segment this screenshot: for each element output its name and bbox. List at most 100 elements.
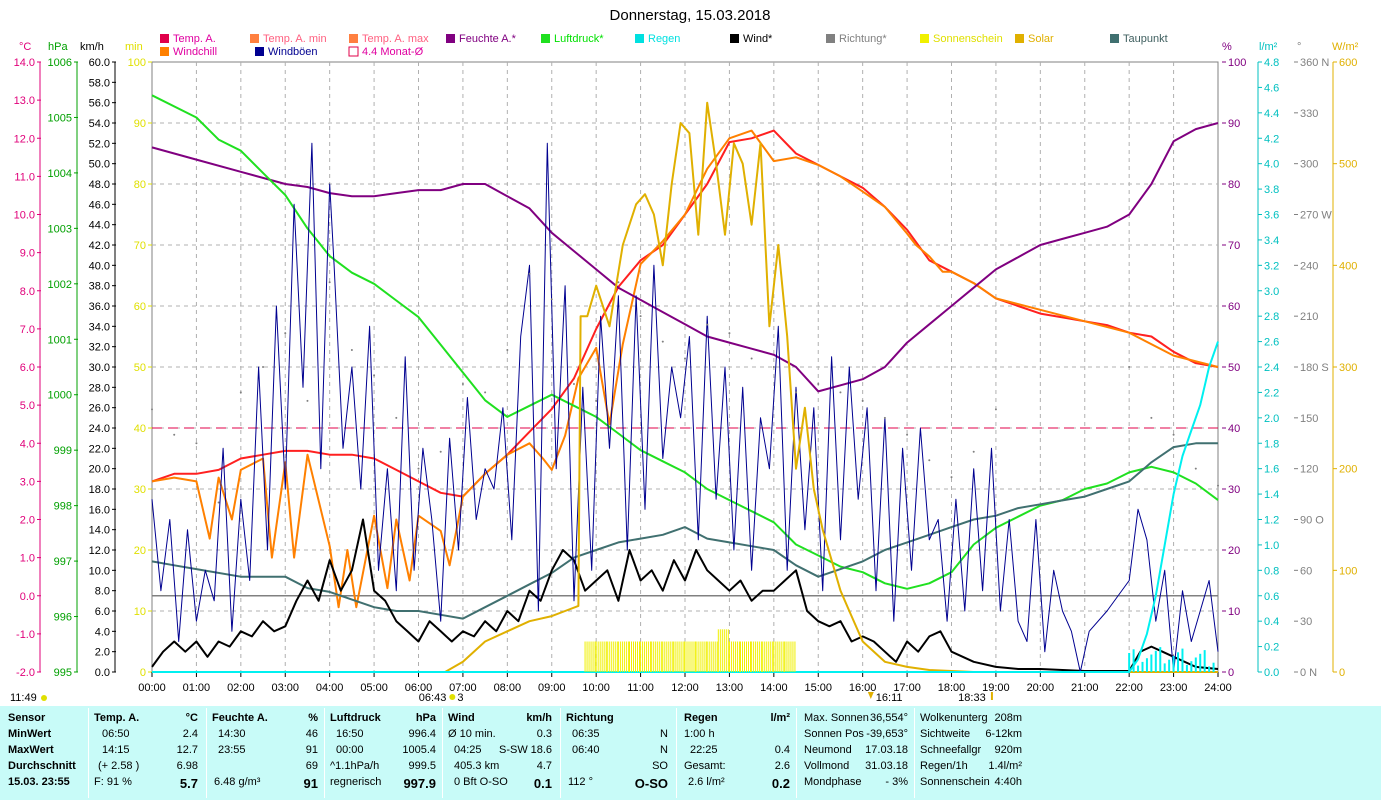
- sunrise-label: 3: [457, 692, 463, 704]
- solar-axis-tick: 400: [1339, 260, 1357, 272]
- x-tick-label: 02:00: [227, 682, 255, 694]
- astro-label-2: Neumond: [804, 744, 852, 756]
- wind-avg10-label: Ø 10 min.: [448, 728, 496, 740]
- rain-axis-tick: 1.6: [1264, 464, 1279, 476]
- direction-axis-tick: 60: [1300, 565, 1312, 577]
- direction-axis-tick: 300: [1300, 159, 1318, 171]
- direction-point: [617, 281, 620, 284]
- wind-axis-tick: 54.0: [89, 118, 110, 130]
- temperature-axis-tick: -2.0: [16, 667, 35, 679]
- sunshine-axis-tick: 70: [134, 240, 146, 252]
- pressure-axis-tick: 1000: [48, 390, 72, 402]
- x-tick-label: 08:00: [494, 682, 522, 694]
- axis-unit: °: [1297, 41, 1301, 53]
- misc-value-4: 4:40h: [994, 776, 1022, 788]
- solar-axis-tick: 500: [1339, 159, 1357, 171]
- legend-swatch: [160, 34, 169, 43]
- x-tick-label: 17:00: [893, 682, 921, 694]
- axis-unit: °C: [19, 41, 31, 53]
- temperature-axis-tick: 12.0: [14, 133, 35, 145]
- right-axes: 10090807060504030201004.84.64.44.24.03.8…: [1222, 57, 1357, 679]
- x-tick-label: 01:00: [183, 682, 211, 694]
- humidity-axis-tick: 80: [1228, 179, 1240, 191]
- pressure-avg-value: 999.5: [408, 760, 436, 772]
- direction-point: [795, 391, 798, 394]
- series-windchill-line: [151, 129, 1219, 609]
- wind-axis-tick: 2.0: [95, 647, 110, 659]
- sensor-header: Sensor: [8, 712, 46, 724]
- wind-axis-tick: 48.0: [89, 179, 110, 191]
- legend-swatch: [1110, 34, 1119, 43]
- direction-point: [883, 416, 886, 419]
- pressure-axis-tick: 1003: [48, 223, 72, 235]
- rain-axis-tick: 3.6: [1264, 210, 1279, 222]
- rain-axis-tick: 4.4: [1264, 108, 1279, 120]
- axis-units: °C hPa km/h min% l/m² ° W/m²: [19, 41, 1359, 53]
- legend-label: Windchill: [173, 46, 217, 58]
- sunshine-axis-tick: 90: [134, 118, 146, 130]
- rain-axis-tick: 4.8: [1264, 57, 1279, 69]
- pressure-axis-tick: 999: [54, 445, 72, 457]
- row-max-label: MaxWert: [8, 744, 54, 756]
- direction-point: [484, 391, 487, 394]
- solar-axis-tick: 300: [1339, 362, 1357, 374]
- pressure-axis-tick: 1005: [48, 112, 72, 124]
- sunshine-axis-tick: 40: [134, 423, 146, 435]
- weather-chart: Donnerstag, 15.03.2018 Temp. A. Temp. A. …: [10, 7, 1359, 704]
- wind-distance: 405.3 km: [454, 760, 500, 772]
- legend-swatch: [826, 34, 835, 43]
- misc-value-3: 1.4l/m²: [988, 760, 1022, 772]
- pressure-axis-tick: 995: [54, 667, 72, 679]
- series-taupunkt: [151, 442, 1218, 620]
- rain-axis-tick: 1.2: [1264, 515, 1279, 527]
- x-tick-label: 12:00: [671, 682, 699, 694]
- rain-1h-label: 1:00 h: [684, 728, 715, 740]
- x-tick-label: 21:00: [1071, 682, 1099, 694]
- wind-axis-tick: 24.0: [89, 423, 110, 435]
- rain-axis-tick: 2.0: [1264, 413, 1279, 425]
- direction-point: [506, 349, 509, 352]
- series-wind-line: [151, 518, 1219, 672]
- humidity-current-value: 91: [303, 776, 318, 791]
- direction-point: [173, 433, 176, 436]
- direction-point: [262, 366, 265, 368]
- temperature-axis-tick: 4.0: [20, 438, 35, 450]
- direction-point: [906, 433, 909, 436]
- pressure-axis-tick: 1002: [48, 279, 72, 291]
- direction-point: [350, 349, 353, 352]
- rain-current-value: 0.2: [771, 776, 790, 791]
- direction-point: [395, 416, 398, 419]
- axis-unit: l/m²: [1259, 41, 1278, 53]
- direction-axis-tick: 240: [1300, 260, 1318, 272]
- direction-axis-tick: 180 S: [1300, 362, 1329, 374]
- sunshine-axis-tick: 80: [134, 179, 146, 191]
- humidity-axis-tick: 30: [1228, 484, 1240, 496]
- series-wind: [151, 518, 1219, 672]
- wind-axis-tick: 56.0: [89, 98, 110, 110]
- series-sonnenschein: [584, 629, 796, 672]
- series-feuchte-a-line: [151, 122, 1219, 393]
- legend-swatch: [1015, 34, 1024, 43]
- humidity-header: Feuchte A.: [212, 712, 268, 724]
- astro-value-3: 31.03.18: [865, 760, 908, 772]
- legend-swatch: [255, 47, 264, 56]
- x-tick-label: 22:00: [1115, 682, 1143, 694]
- wind-max-value: 18.6: [530, 744, 552, 756]
- rain-axis-tick: 3.4: [1264, 235, 1279, 247]
- direction-axis-tick: 330: [1300, 108, 1318, 120]
- wind-axis-tick: 14.0: [89, 525, 110, 537]
- axis-unit: min: [125, 41, 143, 53]
- left-axes: 14.0 13.0 12.0 11.0 10.0 9.0 8.0 7.0 6.0 5.0 4.0 3.…: [14, 57, 152, 679]
- temperature-axis-tick: 0.0: [20, 591, 35, 603]
- pressure-current-value: 997.9: [403, 776, 436, 791]
- direction-point: [994, 408, 997, 411]
- direction-point: [1194, 467, 1197, 470]
- pressure-forecast: regnerisch: [330, 776, 382, 788]
- x-tick-label: 23:00: [1160, 682, 1188, 694]
- astro-value-1: -39,653°: [866, 728, 908, 740]
- legend-swatch: [348, 46, 359, 57]
- humidity-unit: %: [308, 712, 318, 724]
- legend-swatch: [920, 34, 929, 43]
- direction-max-time: 06:40: [572, 744, 600, 756]
- wind-axis-tick: 6.0: [95, 606, 110, 618]
